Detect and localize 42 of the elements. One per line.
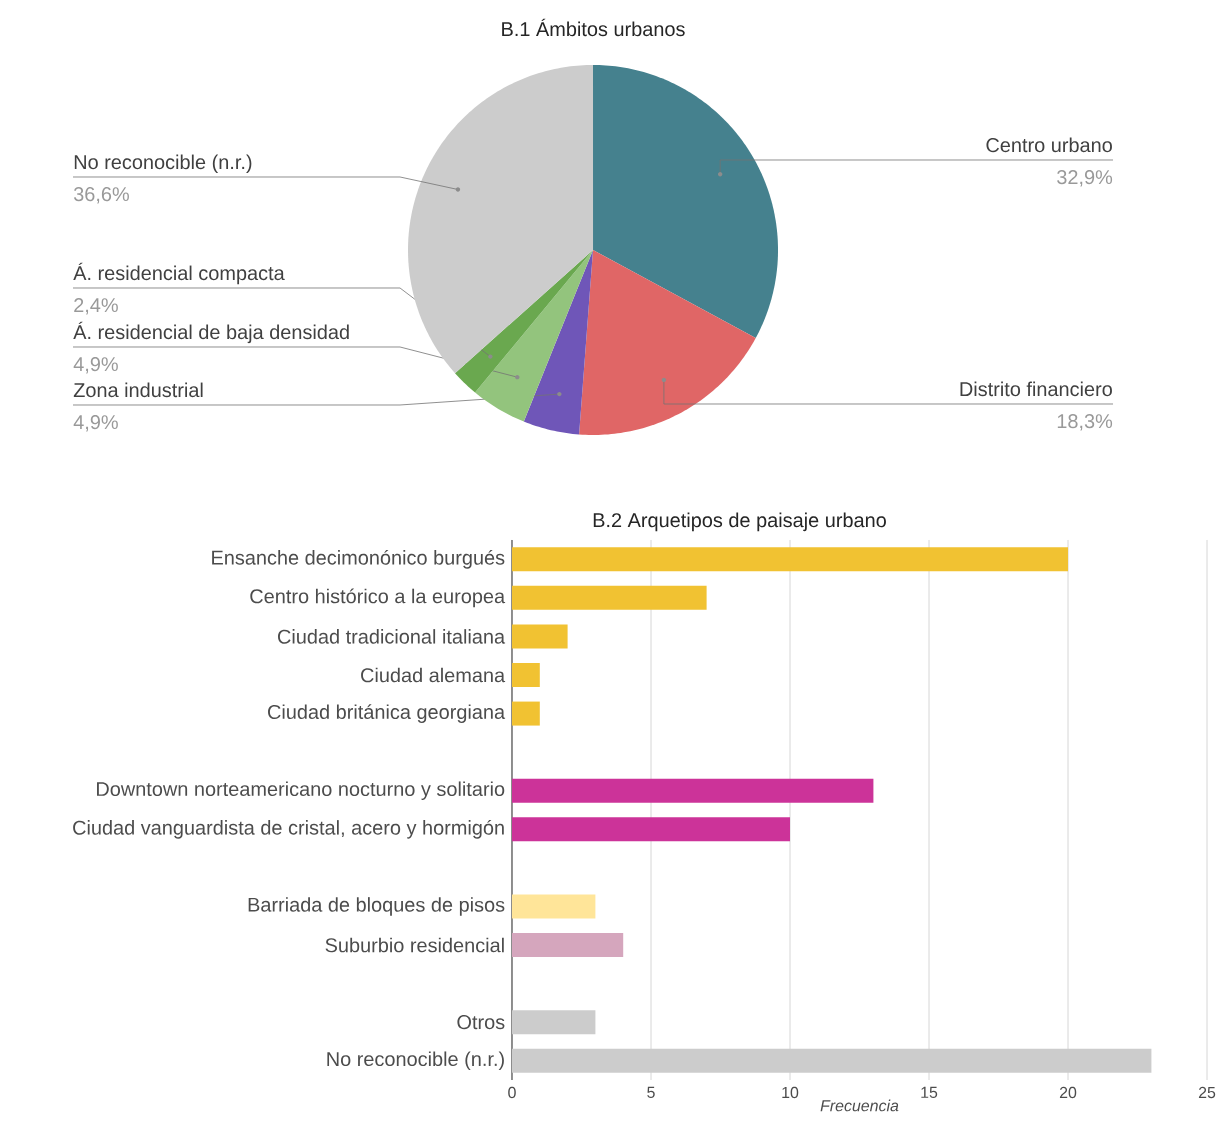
data-label: 36,6%	[73, 187, 129, 204]
y-tick-label: Centro histórico a la europea	[250, 588, 506, 608]
slice-label: No reconocible (n.r.)	[74, 154, 252, 174]
bar	[512, 817, 790, 842]
data-label: 18,3%	[1057, 414, 1113, 431]
y-tick-label: Ensanche decimonónico burgués	[212, 549, 505, 569]
x-tick-label: 20	[1059, 1086, 1077, 1099]
y-tick-label: Ciudad vanguardista de cristal, acero y hormigón	[73, 819, 504, 839]
y-tick-label: Suburbio residencial	[325, 937, 504, 953]
data-label: 2,4%	[74, 298, 118, 315]
chart-title: B.2 Arquetipos de paisaje urbano	[593, 512, 886, 532]
data-label: 4,9%	[73, 357, 118, 374]
y-tick-label: Downtown norteamericano nocturno y solitario	[97, 781, 505, 801]
bar	[512, 1010, 596, 1035]
x-tick-label: 0	[508, 1086, 516, 1099]
chart-title: B.1 Ámbitos urbanos	[502, 18, 685, 37]
slice-label: Zona industrial	[73, 382, 203, 398]
y-tick-label: Ciudad británica georgiana	[268, 704, 506, 723]
slice-label: Á. residencial de baja densidad	[73, 321, 349, 344]
slice-label: Á. residencial compacta	[73, 262, 285, 285]
y-tick-label: Ciudad alemana	[361, 667, 506, 683]
x-tick-label: 5	[647, 1086, 655, 1098]
slice-label: Centro urbano	[986, 137, 1112, 153]
slice-label: Distrito financiero	[960, 381, 1112, 397]
x-tick-label: 25	[1198, 1086, 1216, 1099]
bar	[512, 547, 1069, 572]
bar	[512, 585, 707, 610]
bar	[512, 778, 874, 803]
y-tick-label: Ciudad tradicional italiana	[278, 629, 506, 644]
bar	[512, 894, 596, 919]
x-tick-label: 10	[782, 1086, 799, 1099]
x-axis-title: Frecuencia	[820, 1099, 899, 1112]
y-tick-label: Barriada de bloques de pisos	[248, 897, 505, 916]
y-tick-label: Otros	[457, 1015, 505, 1030]
bar	[512, 624, 568, 649]
x-tick-label: 15	[921, 1086, 938, 1098]
data-label: 4,9%	[73, 415, 118, 432]
bar	[512, 663, 540, 687]
bar	[512, 701, 540, 726]
bar	[512, 933, 624, 957]
y-tick-label: No reconocible (n.r.)	[327, 1051, 504, 1070]
data-label: 32,9%	[1057, 170, 1113, 187]
